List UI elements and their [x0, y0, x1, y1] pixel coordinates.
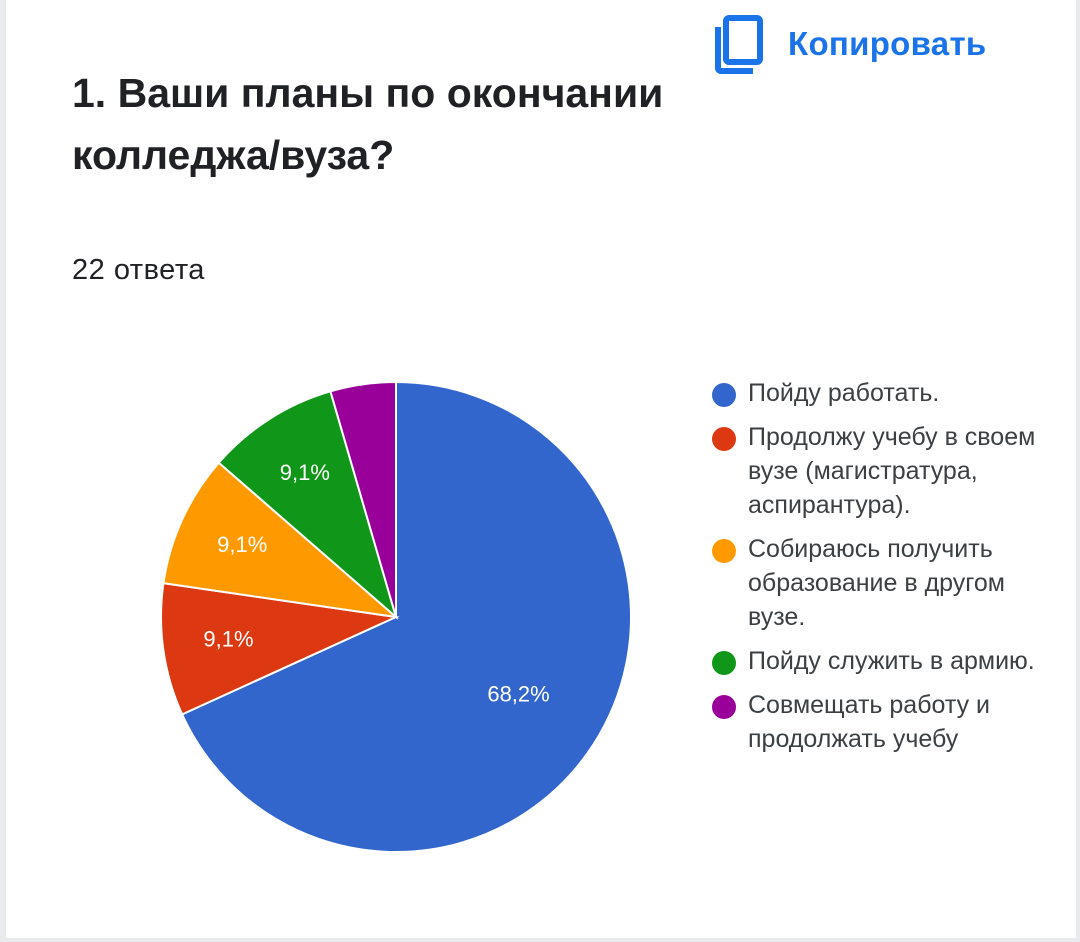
- legend-dot-icon: [712, 539, 736, 563]
- slice-label-2: 9,1%: [203, 627, 253, 652]
- legend-item-5[interactable]: Совмещать работу и продолжать учебу: [712, 688, 1042, 756]
- pie-slice-4[interactable]: [217, 390, 398, 620]
- pie-chart: 68,2% 9,1% 9,1% 9,1%: [160, 380, 633, 853]
- legend-item-4[interactable]: Пойду служить в армию.: [712, 644, 1042, 678]
- legend-label: Пойду служить в армию.: [748, 647, 1035, 675]
- legend-label: Пойду работать.: [748, 379, 940, 407]
- pie-slice-5[interactable]: [329, 380, 397, 618]
- legend-item-2[interactable]: Продолжу учебу в своем вузе (магистратур…: [712, 420, 1042, 522]
- legend-label: Собираюсь получить образование в другом …: [748, 535, 1005, 631]
- copy-button[interactable]: Копировать: [712, 12, 987, 76]
- copy-button-label: Копировать: [788, 25, 987, 62]
- pie-slice-3[interactable]: [162, 461, 400, 619]
- response-count: 22 ответа: [72, 254, 205, 286]
- legend-dot-icon: [712, 427, 736, 451]
- legend-dot-icon: [712, 695, 736, 719]
- legend-label: Продолжу учебу в своем вузе (магистратур…: [748, 423, 1036, 519]
- legend-dot-icon: [712, 383, 736, 407]
- slice-label-4: 9,1%: [280, 460, 330, 485]
- legend-item-1[interactable]: Пойду работать.: [712, 376, 1042, 410]
- slice-label-1: 68,2%: [487, 682, 549, 707]
- question-title: 1. Ваши планы по окончании колледжа/вуза…: [72, 70, 664, 178]
- legend-label: Совмещать работу и продолжать учебу: [748, 691, 991, 753]
- slice-label-3: 9,1%: [217, 532, 267, 557]
- copy-icon: [712, 14, 764, 74]
- legend-dot-icon: [712, 651, 736, 675]
- pie-slice-2[interactable]: [160, 582, 400, 716]
- chart-legend: Пойду работать. Продолжу учебу в своем ву…: [712, 376, 1042, 766]
- legend-item-3[interactable]: Собираюсь получить образование в другом …: [712, 532, 1042, 634]
- pie-slice-1[interactable]: [180, 380, 633, 853]
